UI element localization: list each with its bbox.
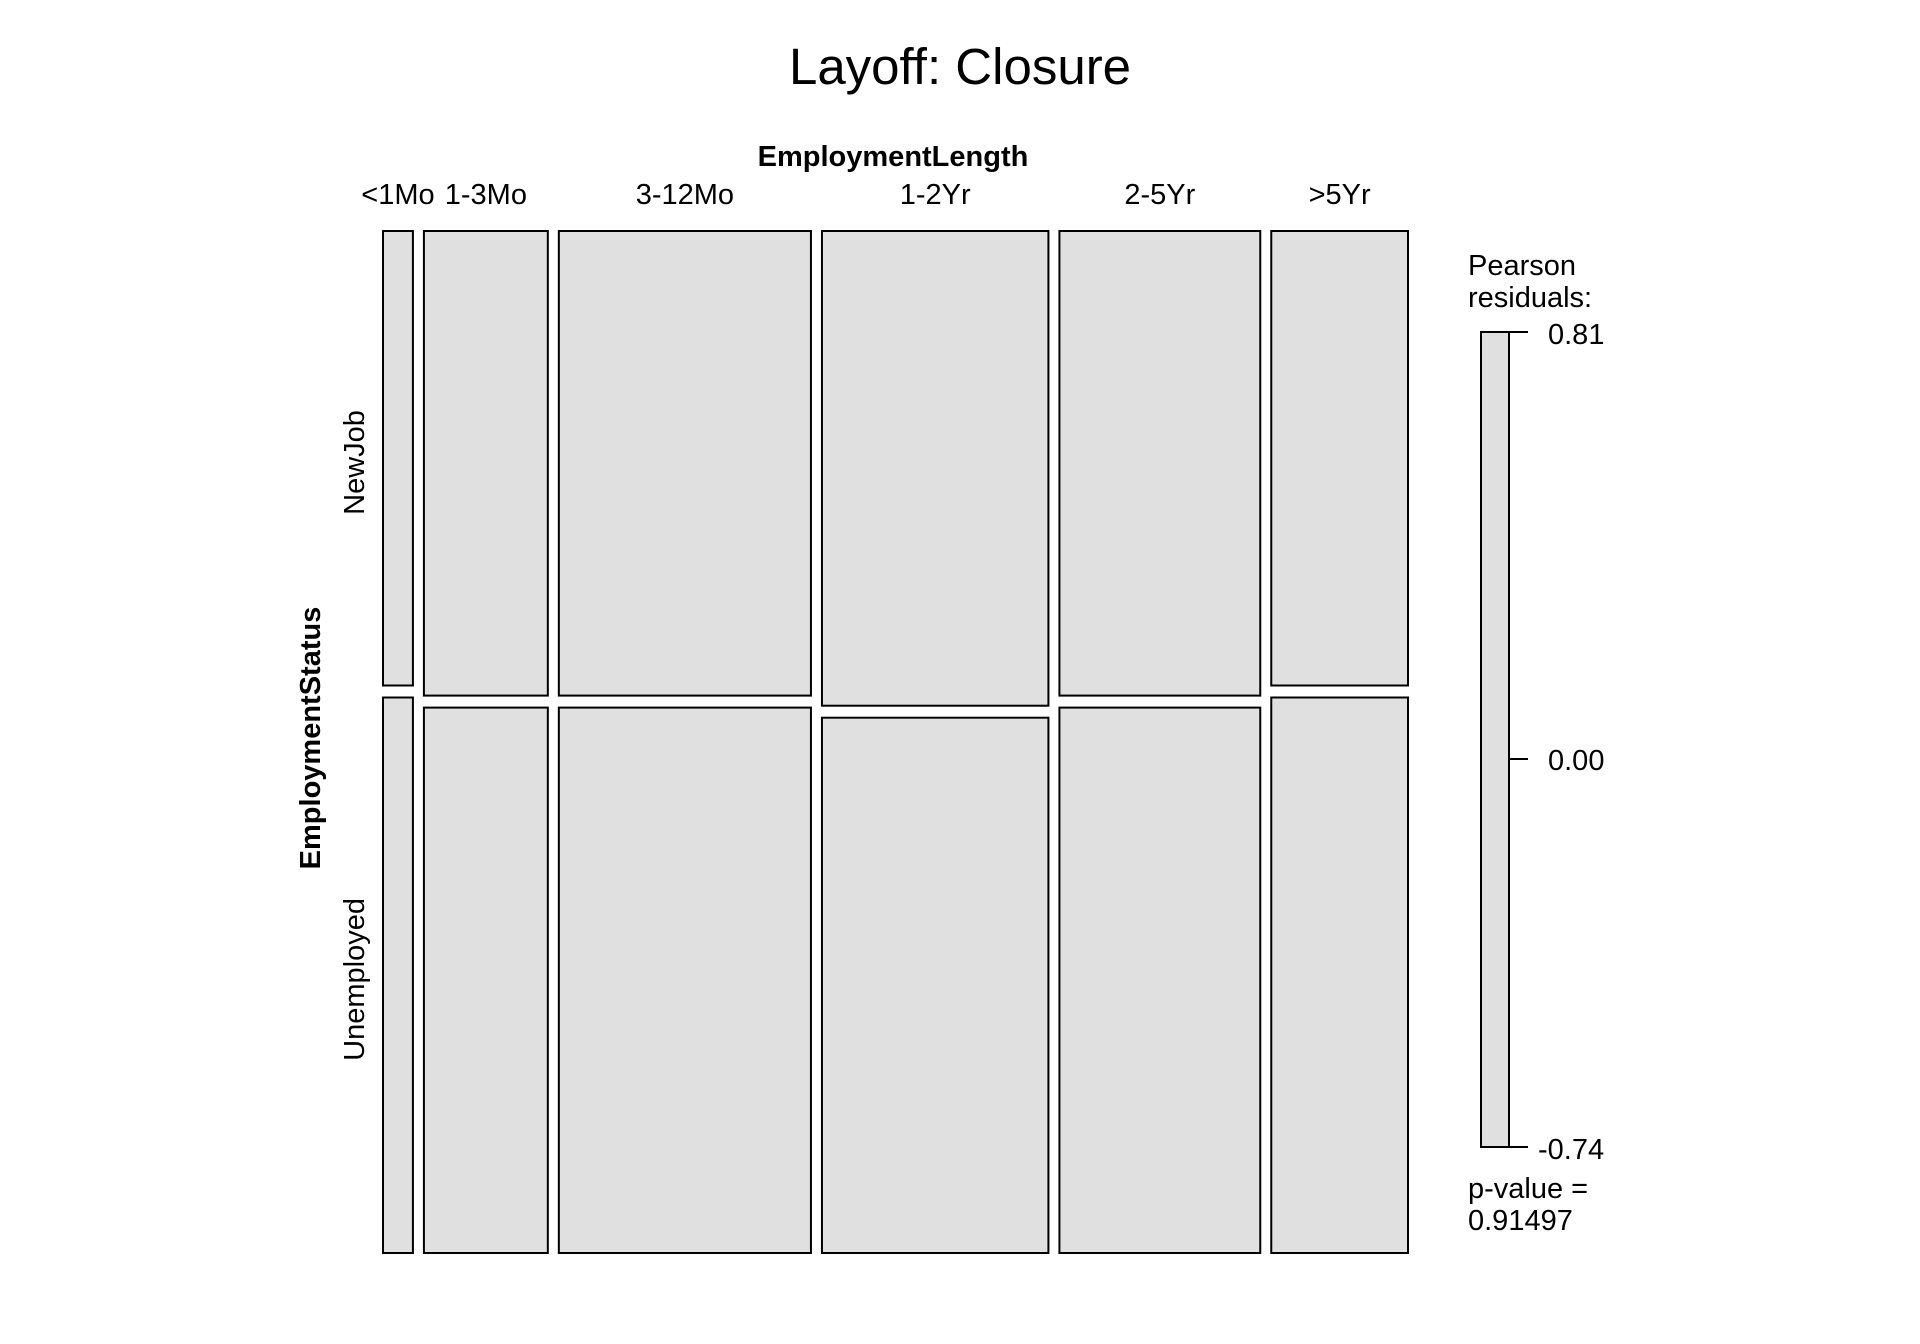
tile-unemployed-1 xyxy=(422,706,549,1254)
p-value-label: p-value = xyxy=(1468,1173,1588,1205)
tile-newjob-0 xyxy=(382,230,414,687)
residual-legend: Pearson residuals: 0.81 0.00 -0.74 p-val… xyxy=(1468,250,1604,1237)
legend-color-bar xyxy=(1480,331,1510,1148)
mosaic-tiles xyxy=(382,230,1409,1254)
tile-newjob-4 xyxy=(1058,230,1262,697)
tile-unemployed-5 xyxy=(1270,696,1409,1254)
tile-newjob-3 xyxy=(820,230,1050,707)
tile-unemployed-4 xyxy=(1058,706,1262,1254)
legend-max-label: 0.81 xyxy=(1548,319,1604,351)
legend-title-line1: Pearson xyxy=(1468,250,1576,282)
row-level-label: Unemployed xyxy=(339,898,371,1061)
column-variable-label: EmploymentLength xyxy=(758,141,1029,173)
legend-title-line2: residuals: xyxy=(1468,282,1592,314)
column-level-label: 1-3Mo xyxy=(445,179,527,211)
tile-unemployed-3 xyxy=(820,716,1050,1254)
chart-title: Layoff: Closure xyxy=(789,38,1131,95)
column-level-label: 1-2Yr xyxy=(900,179,971,211)
column-level-label: 3-12Mo xyxy=(636,179,734,211)
tile-unemployed-0 xyxy=(382,696,414,1254)
tile-unemployed-2 xyxy=(557,706,812,1254)
tile-newjob-2 xyxy=(557,230,812,697)
legend-min-label: -0.74 xyxy=(1538,1134,1604,1166)
tile-newjob-1 xyxy=(422,230,549,697)
tile-newjob-5 xyxy=(1270,230,1409,687)
row-level-labels: NewJob Unemployed xyxy=(339,410,371,1061)
column-level-labels: <1Mo 1-3Mo 3-12Mo 1-2Yr 2-5Yr >5Yr xyxy=(361,179,1371,211)
p-value: 0.91497 xyxy=(1468,1205,1573,1237)
column-level-label: <1Mo xyxy=(361,179,434,211)
row-variable-label: EmploymentStatus xyxy=(295,607,327,870)
column-level-label: 2-5Yr xyxy=(1124,179,1195,211)
legend-mid-label: 0.00 xyxy=(1548,745,1604,777)
row-level-label: NewJob xyxy=(339,410,371,515)
column-level-label: >5Yr xyxy=(1309,179,1371,211)
